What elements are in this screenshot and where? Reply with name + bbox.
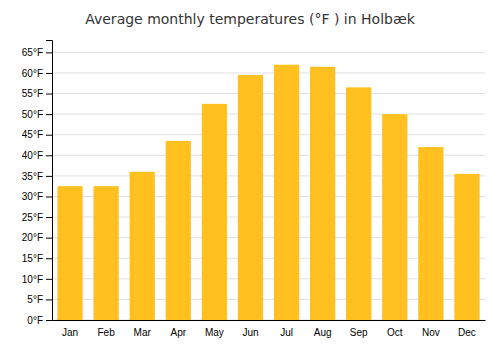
grid-line <box>52 52 485 53</box>
x-tick: Sep <box>350 327 368 338</box>
y-tick-label: 20°F <box>22 232 43 243</box>
y-tick: 10°F <box>22 274 52 285</box>
y-tick-label: 10°F <box>22 274 43 285</box>
y-tick-mark <box>46 176 52 177</box>
bar <box>130 172 155 320</box>
chart-container: 0°F 5°F 10°F 15°F 20°F 25°F 30°F 35°F 40°F 45°F 50… <box>0 0 500 350</box>
x-tick-label: Mar <box>134 327 152 338</box>
y-tick-label: 30°F <box>22 191 43 202</box>
x-tick: Aug <box>314 327 332 338</box>
x-tick: Nov <box>422 327 440 338</box>
y-axis-line <box>46 41 53 321</box>
plot: 0°F 5°F 10°F 15°F 20°F 25°F 30°F 35°F 40°F 45°F 50… <box>22 41 486 339</box>
y-tick-mark <box>46 279 52 280</box>
bar <box>57 186 82 320</box>
y-tick-mark <box>46 196 52 197</box>
x-tick-label: Apr <box>171 327 187 338</box>
bar <box>382 114 407 320</box>
x-axis: Jan Feb Mar Apr May Jun Jul Aug Sep Oct Nov Dec <box>53 321 486 339</box>
y-tick-label: 15°F <box>22 253 43 264</box>
x-tick: Jul <box>280 327 293 338</box>
y-axis: 0°F 5°F 10°F 15°F 20°F 25°F 30°F 35°F 40°F 45°F 50… <box>22 41 53 326</box>
bar <box>274 65 299 320</box>
y-tick-mark <box>46 238 52 239</box>
y-tick: 25°F <box>22 212 52 223</box>
bar <box>93 186 118 320</box>
y-tick: 15°F <box>22 253 52 264</box>
bar <box>202 104 227 320</box>
y-tick: 60°F <box>22 68 52 79</box>
y-tick: 50°F <box>22 109 52 120</box>
grid-line <box>52 72 485 73</box>
y-tick-label: 35°F <box>22 171 43 182</box>
x-tick-label: Jun <box>242 327 258 338</box>
y-tick-label: 40°F <box>22 150 43 161</box>
x-tick: Mar <box>134 327 152 338</box>
chart-svg: 0°F 5°F 10°F 15°F 20°F 25°F 30°F 35°F 40°F 45°F 50… <box>0 0 500 350</box>
y-tick-mark <box>46 320 52 321</box>
x-tick: Jan <box>62 327 78 338</box>
x-tick-label: Dec <box>458 327 476 338</box>
y-tick-mark <box>46 94 52 95</box>
grid <box>52 52 485 320</box>
y-tick-label: 0°F <box>27 315 43 326</box>
y-tick-mark <box>46 217 52 218</box>
x-tick: Jun <box>242 327 258 338</box>
y-tick-mark <box>46 73 52 74</box>
x-tick-label: Aug <box>314 327 332 338</box>
y-tick-label: 55°F <box>22 88 43 99</box>
bars <box>57 65 479 320</box>
x-tick-label: Jul <box>280 327 293 338</box>
y-tick: 20°F <box>22 232 52 243</box>
y-tick-mark <box>46 52 52 53</box>
y-tick: 45°F <box>22 129 52 140</box>
y-tick-mark <box>46 155 52 156</box>
bar <box>454 174 479 320</box>
y-tick-mark <box>46 135 52 136</box>
y-tick: 30°F <box>22 191 52 202</box>
bar <box>310 67 335 320</box>
y-tick-label: 50°F <box>22 109 43 120</box>
y-tick-mark <box>46 114 52 115</box>
grid-line <box>52 134 485 135</box>
x-tick-label: Oct <box>387 327 403 338</box>
y-tick-mark <box>46 258 52 259</box>
y-tick: 5°F <box>27 294 52 305</box>
y-tick-label: 45°F <box>22 129 43 140</box>
x-tick-label: Feb <box>98 327 116 338</box>
y-tick: 65°F <box>22 47 52 58</box>
y-tick-label: 5°F <box>27 294 43 305</box>
y-tick-label: 25°F <box>22 212 43 223</box>
y-tick: 55°F <box>22 88 52 99</box>
x-axis-line <box>53 320 486 321</box>
x-tick-label: Sep <box>350 327 368 338</box>
bar <box>238 75 263 320</box>
x-tick: Apr <box>171 327 187 338</box>
y-tick-label: 60°F <box>22 68 43 79</box>
y-tick-label: 65°F <box>22 47 43 58</box>
x-tick-label: May <box>205 327 224 338</box>
title: Average monthly temperatures (°F ) in Ho… <box>85 11 415 27</box>
grid-line <box>52 114 485 115</box>
y-tick-mark <box>46 299 52 300</box>
bar <box>346 87 371 320</box>
x-tick: May <box>205 327 224 338</box>
x-tick-label: Nov <box>422 327 440 338</box>
grid-line <box>52 93 485 94</box>
x-tick: Dec <box>458 327 476 338</box>
x-tick: Oct <box>387 327 403 338</box>
y-tick: 35°F <box>22 171 52 182</box>
y-tick: 40°F <box>22 150 52 161</box>
y-tick: 0°F <box>27 315 52 326</box>
bar <box>418 147 443 320</box>
bar <box>166 141 191 320</box>
x-tick-label: Jan <box>62 327 78 338</box>
x-tick: Feb <box>98 327 116 338</box>
